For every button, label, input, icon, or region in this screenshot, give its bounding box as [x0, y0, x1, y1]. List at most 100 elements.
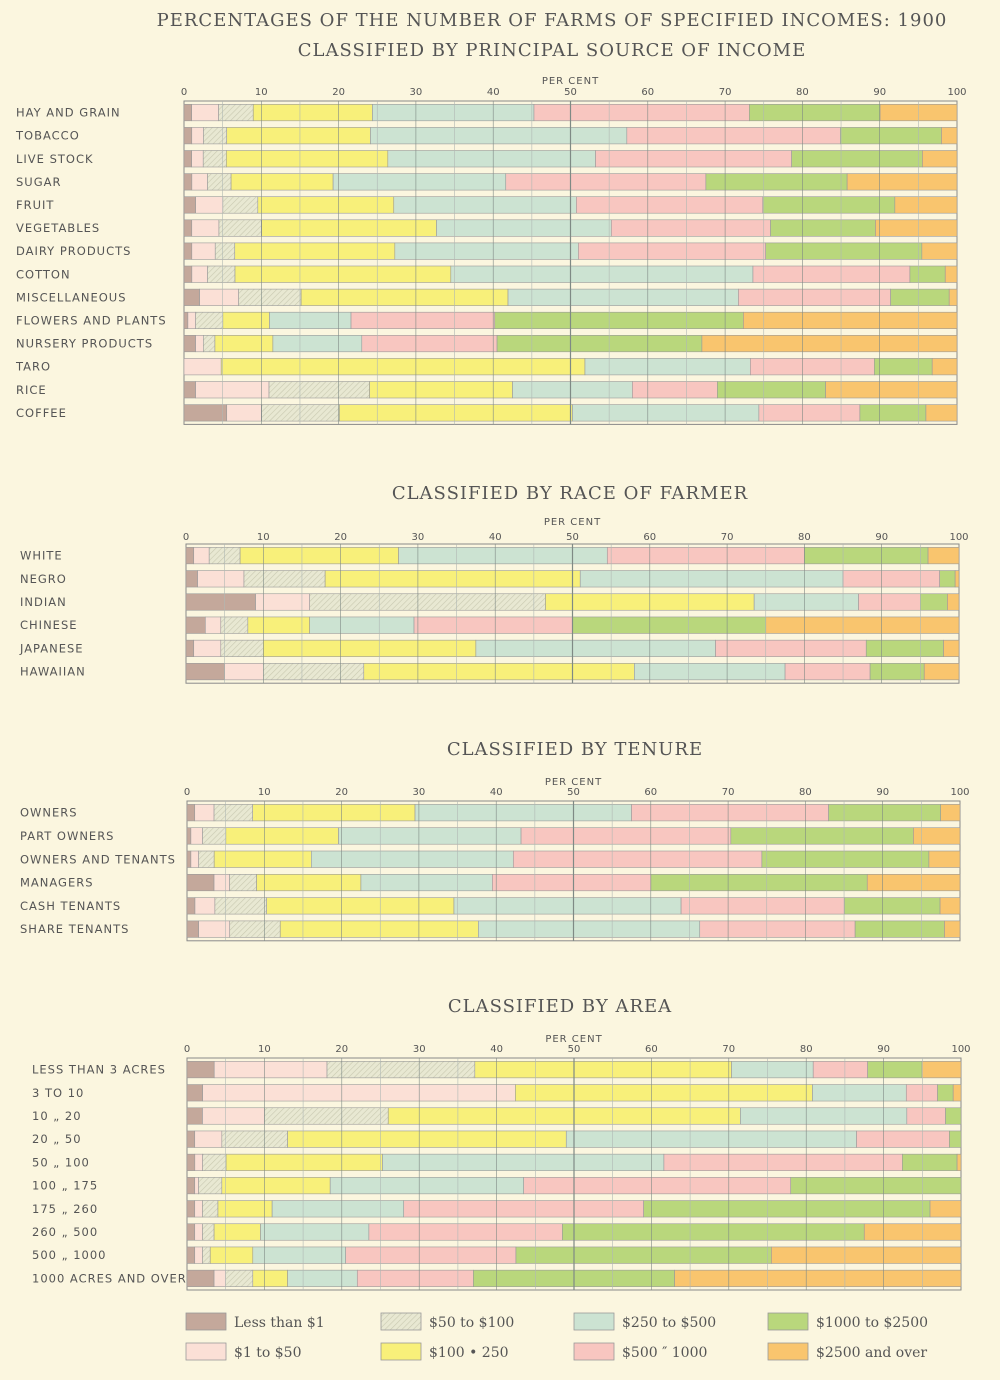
bar-segment [186, 920, 199, 938]
axis-label: PER CENT [542, 76, 599, 87]
row-label: TOBACCO [15, 129, 80, 143]
bar-segment [198, 1177, 223, 1195]
bar-segment [191, 265, 208, 283]
bar-segment [238, 288, 302, 306]
tick-label: 60 [645, 1044, 658, 1055]
panel-title: CLASSIFIED BY RACE OF FARMER [392, 483, 748, 504]
bar-segment [222, 311, 270, 330]
bar-segment [717, 381, 826, 399]
bar-segment [186, 804, 196, 822]
bar-segment [191, 242, 216, 260]
bar-segment [761, 850, 930, 868]
row-label: MANAGERS [20, 876, 94, 890]
bar-segment [844, 897, 941, 915]
bar-segment [191, 173, 208, 191]
bar-segment [186, 850, 192, 868]
bar-segment [894, 196, 958, 214]
bar-segment [183, 173, 193, 191]
bar-segment [193, 639, 222, 657]
bar-segment [922, 150, 958, 168]
bar-segment [183, 334, 196, 353]
row-label: 260 „ 500 [32, 1225, 98, 1239]
row-label: FRUIT [16, 198, 54, 212]
bar-segment [194, 1177, 199, 1195]
bar-segment [329, 1177, 524, 1195]
row-label: OWNERS AND TENANTS [20, 852, 176, 866]
tick-label: 40 [490, 787, 503, 798]
bar-segment [195, 311, 224, 330]
row-label: VEGETABLES [16, 221, 100, 235]
row-label: JAPANESE [19, 641, 84, 655]
bar-segment [261, 219, 437, 237]
bar-segment [230, 173, 334, 191]
tick-label: 20 [334, 532, 347, 543]
bar-segment [209, 1246, 254, 1264]
bar-segment [413, 616, 573, 634]
row-label: NURSERY PRODUCTS [16, 337, 153, 351]
bar-segment [271, 1200, 405, 1218]
bar-segment [512, 381, 633, 399]
bar-segment [356, 1269, 474, 1287]
legend-label: $1 to $50 [234, 1345, 302, 1361]
tick-label: 100 [949, 532, 968, 543]
bar-segment [902, 1153, 958, 1171]
bar-segment [218, 104, 254, 122]
bar-segment [436, 219, 612, 237]
bar-segment [217, 1200, 273, 1218]
bar-segment [474, 1061, 732, 1079]
tick-label: 10 [255, 87, 268, 98]
bar-segment [202, 827, 227, 845]
bar-segment [187, 311, 196, 330]
bar-segment [183, 104, 192, 122]
bar-segment [272, 334, 363, 353]
bar-segment [213, 804, 254, 822]
row-label: LESS THAN 3 ACRES [32, 1063, 166, 1077]
bar-segment [213, 1061, 328, 1079]
bar-segment [705, 173, 848, 191]
legend-label: Less than $1 [234, 1315, 325, 1331]
bar-segment [185, 547, 195, 565]
bar-segment [186, 1246, 196, 1264]
bar-segment [183, 150, 192, 168]
bar-segment [626, 127, 841, 145]
bar-segment [214, 897, 267, 915]
tick-label: 90 [873, 87, 886, 98]
bar-segment [874, 358, 933, 376]
bar-segment [846, 173, 958, 191]
bar-segment [279, 920, 479, 938]
bar-segment [867, 1061, 923, 1079]
bar-segment [937, 1084, 954, 1102]
tick-label: 80 [799, 787, 812, 798]
bar-segment [890, 288, 950, 306]
bar-segment [213, 1223, 261, 1241]
bar-segment [194, 1200, 203, 1218]
bar-segment [183, 358, 222, 376]
chart-panel: CLASSIFIED BY PRINCIPAL SOURCE OF INCOME… [15, 40, 967, 425]
row-label: FLOWERS AND PLANTS [16, 313, 167, 327]
bar-segment [812, 1084, 907, 1102]
bar-segment [222, 196, 259, 214]
bar-segment [220, 358, 586, 376]
tick-label: 0 [183, 532, 189, 543]
bar-segment [749, 104, 881, 122]
bar-segment [765, 616, 960, 634]
bar-segment [771, 1246, 962, 1264]
bar-segment [191, 127, 204, 145]
bar-segment [186, 827, 192, 845]
bar-segment [572, 404, 760, 422]
tick-label: 100 [947, 87, 966, 98]
bar-segment [360, 873, 493, 892]
row-label: INDIAN [20, 595, 67, 609]
row-label: PART OWNERS [20, 829, 114, 843]
tick-label: 0 [184, 787, 190, 798]
bar-segment [865, 639, 944, 657]
bar-segment [505, 173, 707, 191]
tick-label: 10 [258, 1044, 271, 1055]
bar-segment [239, 547, 399, 565]
bar-segment [947, 593, 960, 611]
bar-segment [214, 242, 236, 260]
bar-segment [257, 196, 395, 214]
bar-segment [515, 1084, 813, 1102]
bar-segment [185, 663, 225, 681]
legend-swatch [185, 1342, 227, 1361]
